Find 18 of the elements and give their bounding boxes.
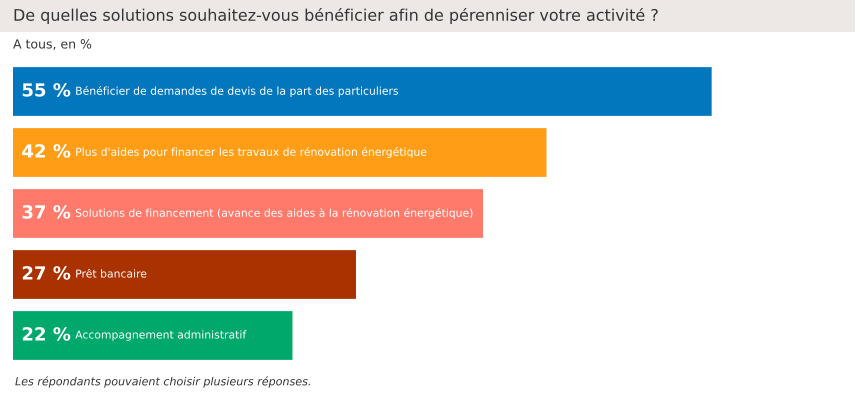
data-label: 37 % <box>22 205 70 219</box>
y-tick-label: Solutions de financement (avance des aides à la rénovation énergétique) <box>76 208 472 219</box>
data-label: 55 % <box>22 83 70 97</box>
bar <box>13 250 356 299</box>
bar <box>13 67 712 116</box>
bar <box>13 189 484 238</box>
y-tick-label: Prêt bancaire <box>76 268 146 278</box>
text: Les répondants pouvaient choisir plusieurs réponses. <box>15 376 310 388</box>
data-label: 22 % <box>22 327 70 341</box>
data-label: 42 % <box>22 144 70 158</box>
bar <box>13 128 547 177</box>
chart-subtitle: A tous, en % <box>13 39 92 50</box>
y-tick-label: Accompagnement administratif <box>75 330 246 341</box>
y-tick-label: Plus d'aides pour financer les travaux de rénovation énergétique <box>76 147 426 158</box>
chart-title: De quelles solutions souhaitez-vous bénéficier afin de pérenniser votre activité ? <box>14 8 658 24</box>
y-tick-label: Bénéficier de demandes de devis de la part des particuliers <box>76 86 398 97</box>
data-label: 27 % <box>22 266 70 280</box>
bar <box>13 311 292 360</box>
